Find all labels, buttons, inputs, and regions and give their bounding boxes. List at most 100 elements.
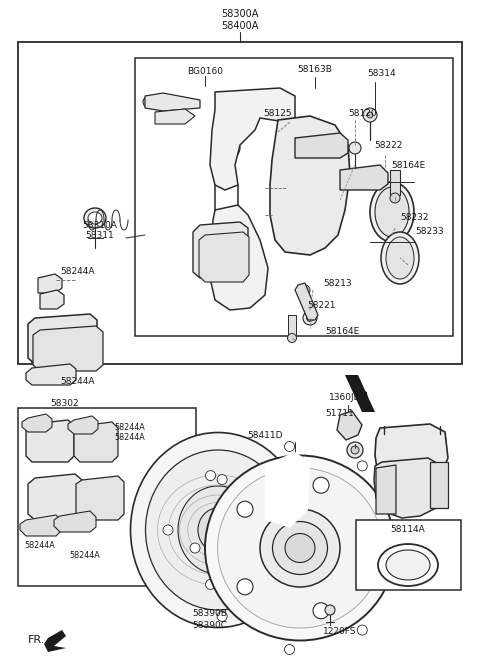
Circle shape <box>217 474 227 484</box>
Text: 58314: 58314 <box>368 70 396 78</box>
Text: 58221: 58221 <box>308 301 336 311</box>
Polygon shape <box>270 116 350 255</box>
Circle shape <box>363 108 377 122</box>
Text: 58400A: 58400A <box>221 21 259 31</box>
Text: 58300A: 58300A <box>221 9 259 19</box>
Text: 58164E: 58164E <box>391 161 425 170</box>
Circle shape <box>357 461 367 471</box>
Text: 58164E: 58164E <box>325 328 359 336</box>
Ellipse shape <box>260 509 340 587</box>
Polygon shape <box>295 133 348 158</box>
Ellipse shape <box>158 114 168 122</box>
Polygon shape <box>337 411 362 440</box>
Circle shape <box>190 543 200 553</box>
Text: 58114A: 58114A <box>391 526 425 534</box>
Circle shape <box>217 611 227 621</box>
Circle shape <box>261 509 271 519</box>
Text: 58390B: 58390B <box>192 609 228 619</box>
Polygon shape <box>210 205 268 310</box>
Polygon shape <box>44 630 66 652</box>
Circle shape <box>146 98 154 106</box>
Ellipse shape <box>165 97 175 107</box>
Ellipse shape <box>88 212 102 224</box>
Circle shape <box>38 438 46 445</box>
Bar <box>356 520 461 590</box>
Circle shape <box>313 477 329 494</box>
Text: FR.: FR. <box>28 635 46 645</box>
Bar <box>18 42 462 364</box>
Circle shape <box>347 442 363 458</box>
Circle shape <box>48 438 56 445</box>
Polygon shape <box>265 452 310 528</box>
Ellipse shape <box>386 550 430 580</box>
Text: 58390C: 58390C <box>192 622 228 630</box>
Text: 58232: 58232 <box>401 213 429 222</box>
Polygon shape <box>145 93 200 111</box>
Circle shape <box>344 423 352 431</box>
Polygon shape <box>345 375 375 412</box>
Circle shape <box>434 434 446 446</box>
Circle shape <box>46 336 55 345</box>
Polygon shape <box>28 314 97 364</box>
Circle shape <box>221 251 229 259</box>
Text: 58244A: 58244A <box>115 434 145 442</box>
Polygon shape <box>199 232 249 282</box>
Polygon shape <box>26 364 76 385</box>
Ellipse shape <box>375 187 409 237</box>
Ellipse shape <box>205 455 395 640</box>
Ellipse shape <box>370 182 414 242</box>
Polygon shape <box>26 420 74 462</box>
Polygon shape <box>340 165 388 190</box>
Circle shape <box>163 525 173 535</box>
Polygon shape <box>155 109 195 124</box>
Bar <box>76 430 116 458</box>
Ellipse shape <box>273 522 327 574</box>
Circle shape <box>261 542 271 551</box>
Circle shape <box>390 193 400 203</box>
Polygon shape <box>295 283 318 320</box>
Circle shape <box>52 326 61 334</box>
Text: 58163B: 58163B <box>298 64 333 74</box>
Text: 51711: 51711 <box>325 409 354 417</box>
Circle shape <box>237 501 253 517</box>
Text: 1360JD: 1360JD <box>329 393 361 403</box>
Polygon shape <box>28 474 82 520</box>
Ellipse shape <box>143 96 157 108</box>
Polygon shape <box>22 414 52 432</box>
Circle shape <box>378 434 390 446</box>
Polygon shape <box>20 515 62 536</box>
Circle shape <box>205 580 216 590</box>
Circle shape <box>367 112 373 118</box>
Polygon shape <box>210 88 295 190</box>
Bar <box>28 428 72 458</box>
Text: 58213: 58213 <box>324 280 352 288</box>
Bar <box>288 315 296 335</box>
Circle shape <box>225 143 235 153</box>
Text: 58222: 58222 <box>374 141 402 151</box>
Circle shape <box>360 540 376 556</box>
Circle shape <box>43 495 49 501</box>
Circle shape <box>325 605 335 615</box>
Polygon shape <box>76 476 124 520</box>
Text: 1220FS: 1220FS <box>323 628 357 636</box>
Polygon shape <box>430 462 448 508</box>
Ellipse shape <box>378 544 438 586</box>
Ellipse shape <box>131 432 305 628</box>
Circle shape <box>398 563 408 573</box>
Ellipse shape <box>217 468 383 628</box>
Text: 58411D: 58411D <box>247 430 283 440</box>
Text: 58310A: 58310A <box>83 220 118 230</box>
Text: 58244A: 58244A <box>61 266 95 276</box>
Circle shape <box>228 275 238 285</box>
Polygon shape <box>193 222 248 278</box>
Ellipse shape <box>84 208 106 228</box>
Circle shape <box>340 172 350 182</box>
Bar <box>390 170 400 195</box>
Ellipse shape <box>298 166 338 203</box>
Text: 58311: 58311 <box>85 230 114 240</box>
Circle shape <box>313 603 329 619</box>
Circle shape <box>351 446 359 454</box>
Circle shape <box>285 442 295 451</box>
Circle shape <box>357 625 367 635</box>
Text: 58244A: 58244A <box>61 378 95 386</box>
